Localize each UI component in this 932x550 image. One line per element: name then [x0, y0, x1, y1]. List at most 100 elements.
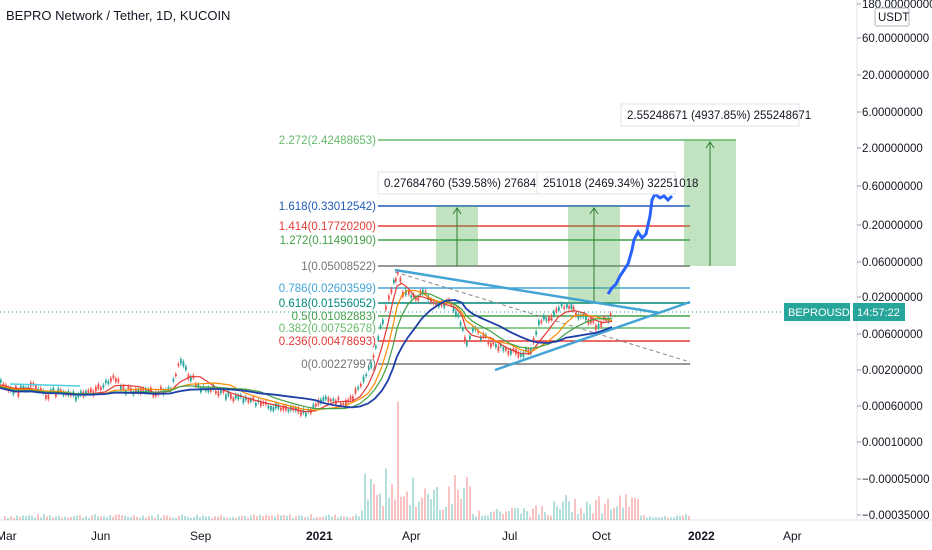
volume-bar: [286, 515, 288, 520]
volume-bar: [400, 496, 402, 520]
volume-bar: [250, 515, 252, 520]
volume-bar: [7, 517, 9, 520]
volume-bar: [97, 516, 99, 520]
volume-bar: [163, 515, 165, 520]
volume-bar: [538, 514, 540, 520]
volume-bar: [673, 517, 675, 520]
volume-bar: [520, 513, 522, 520]
candle-body: [558, 307, 560, 311]
volume-bar: [580, 508, 582, 520]
volume-bar: [208, 516, 210, 520]
annotation-text: 2.55248671 (4937.85%) 255248671: [627, 110, 811, 122]
volume-bar: [433, 490, 435, 520]
fib-level-label: 1(0.05008522): [301, 261, 376, 273]
volume-bar: [484, 515, 486, 520]
annotation-text: 0.27684760 (539.58%) 27684760: [384, 178, 555, 190]
volume-bar: [421, 497, 423, 520]
y-tick-label: −0.00035000: [862, 510, 929, 522]
volume-bar: [55, 516, 57, 520]
volume-bar: [553, 501, 555, 520]
candle-body: [270, 406, 272, 411]
candle-body: [548, 316, 550, 322]
x-tick-label: Mar: [0, 529, 17, 543]
candle-body: [597, 324, 600, 328]
volume-bar: [529, 516, 531, 520]
volume-bar: [661, 517, 663, 520]
candle-body: [580, 314, 582, 317]
ma-green-line: [0, 292, 613, 410]
candle-body: [492, 339, 495, 345]
annotation-box: [536, 171, 676, 195]
candle-body: [430, 299, 432, 303]
candle-body: [472, 327, 474, 332]
volume-bar: [664, 516, 666, 520]
candle-body: [262, 401, 265, 405]
volume-bar: [325, 515, 327, 520]
volume-bar: [166, 515, 168, 520]
volume-bar: [526, 511, 528, 520]
y-tick-label: 0.00060000: [862, 401, 923, 413]
y-tick-label: 0.02000000: [862, 292, 923, 304]
fib-level-label: 1.618(0.33012542): [279, 201, 376, 213]
fib-level-label: 0.5(0.01082883): [292, 311, 377, 323]
candle-body: [260, 400, 262, 406]
candle-body: [592, 318, 595, 323]
candle-body: [555, 308, 558, 313]
volume-bar: [403, 496, 405, 520]
volume-bar: [502, 513, 504, 520]
candle-body: [543, 315, 545, 320]
volume-bar: [427, 493, 429, 520]
volume-bar: [148, 516, 150, 520]
y-tick-label: 60.00000000: [862, 33, 929, 45]
projected-price-path: [606, 191, 674, 295]
volume-bar: [235, 517, 237, 520]
volume-bar: [220, 515, 222, 520]
candle-body: [550, 315, 553, 320]
volume-bar: [511, 507, 513, 520]
volume-bar: [109, 515, 111, 520]
volume-bar: [508, 511, 510, 520]
volume-bar: [568, 501, 570, 520]
fib-level-label: 1.272(0.11490190): [280, 235, 377, 247]
volume-bar: [376, 494, 378, 520]
candle-body: [217, 391, 220, 396]
candle-body: [250, 398, 252, 402]
candle-body: [585, 316, 587, 321]
volume-bar: [4, 516, 6, 520]
candle-body: [145, 388, 147, 393]
volume-bar: [430, 499, 432, 520]
candle-body: [477, 330, 480, 334]
candle-body: [609, 313, 612, 316]
candle-body: [177, 363, 180, 366]
candle-body: [577, 314, 580, 319]
candle-body: [500, 344, 502, 347]
candle-body: [102, 384, 105, 388]
candle-body: [215, 390, 217, 394]
volume-bar: [559, 509, 561, 520]
volume-bar: [226, 517, 228, 520]
volume-bar: [160, 517, 162, 520]
candle-body: [242, 398, 245, 403]
candle-body: [90, 388, 92, 393]
candle-body: [127, 386, 130, 389]
candle-body: [187, 374, 190, 380]
volume-bar: [124, 515, 126, 520]
volume-bar: [634, 497, 636, 520]
volume-bar: [130, 517, 132, 520]
volume-bar: [505, 511, 507, 520]
volume-bar: [409, 505, 411, 520]
volume-bar: [667, 517, 669, 520]
volume-bar: [58, 515, 60, 520]
candle-body: [182, 361, 185, 367]
volume-bar: [34, 517, 36, 520]
volume-bar: [175, 517, 177, 520]
candle-body: [466, 341, 468, 346]
candle-body: [522, 352, 525, 357]
y-tick-label: 2.00000000: [862, 143, 923, 155]
candle-body: [232, 397, 235, 402]
volume-bar: [619, 495, 621, 520]
candle-body: [305, 412, 307, 417]
volume-bar: [478, 510, 480, 520]
volume-bar: [232, 517, 234, 520]
